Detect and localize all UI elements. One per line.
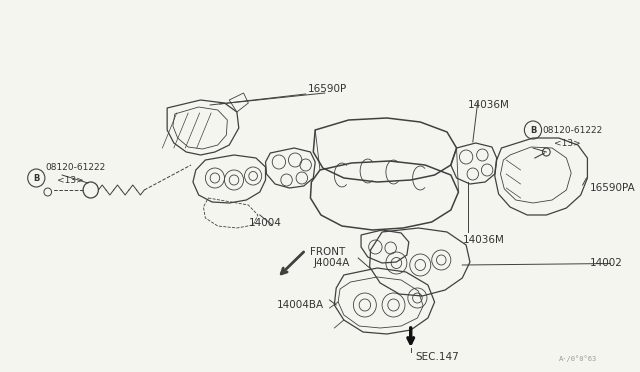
Text: 16590P: 16590P <box>308 84 347 94</box>
Text: 14004BA: 14004BA <box>277 300 324 310</box>
Text: <13>: <13> <box>58 176 84 185</box>
Text: B: B <box>530 125 536 135</box>
Text: 14002: 14002 <box>590 258 623 268</box>
Text: A·/0°0°63: A·/0°0°63 <box>559 355 597 362</box>
Text: 14036M: 14036M <box>468 100 510 110</box>
Text: J4004A: J4004A <box>314 258 349 268</box>
Text: 08120-61222: 08120-61222 <box>46 163 106 172</box>
Text: B: B <box>33 173 40 183</box>
Text: SEC.147: SEC.147 <box>415 352 460 362</box>
Text: 14036M: 14036M <box>463 235 505 245</box>
Text: 14004: 14004 <box>248 218 281 228</box>
Text: FRONT: FRONT <box>310 247 346 257</box>
Text: 08120-61222: 08120-61222 <box>543 126 603 135</box>
Text: 16590PA: 16590PA <box>590 183 636 193</box>
Text: <13>: <13> <box>554 139 580 148</box>
